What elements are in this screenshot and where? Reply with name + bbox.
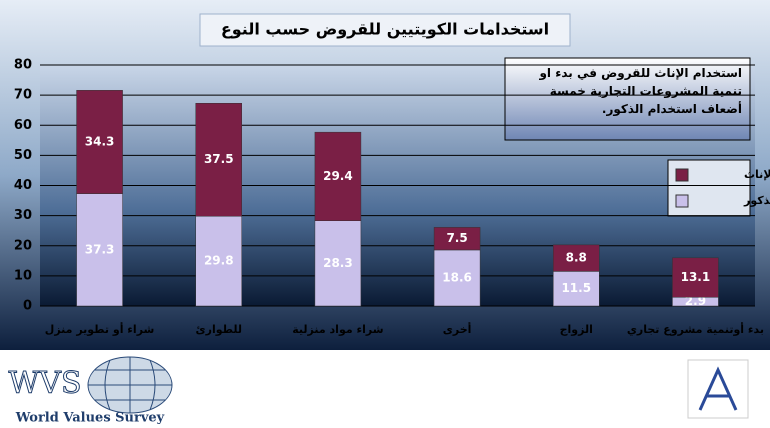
bar-segment <box>433 227 481 251</box>
value-label: 37.5 <box>204 152 234 166</box>
x-tick-label: الزواج <box>560 323 593 337</box>
value-label: 2.9 <box>685 294 706 308</box>
value-label: 29.8 <box>204 254 234 268</box>
value-label: 34.3 <box>85 134 115 148</box>
y-tick-label: 70 <box>14 88 32 103</box>
bar-segment <box>553 271 600 307</box>
bar-segment <box>76 193 123 307</box>
legend-box <box>667 159 751 217</box>
legend-swatch <box>675 194 689 208</box>
logo: WVS World Values Survey <box>8 356 749 426</box>
logo-name: World Values Survey <box>15 411 165 426</box>
logo-acronym: WVS <box>8 366 81 401</box>
y-tick-label: 40 <box>14 178 32 193</box>
value-label: 29.4 <box>323 169 353 183</box>
y-tick-label: 0 <box>23 299 32 314</box>
annotation-wrap: استخدام الإناث للقروض في بدء او تنمية ال… <box>539 66 742 116</box>
legend-label: الإناث <box>744 168 770 181</box>
x-tick-label: بدء أوتنمية مشروع تجاري <box>627 322 764 336</box>
bar-segment <box>195 103 242 217</box>
bar-segment <box>553 244 600 272</box>
y-tick-label: 60 <box>14 118 32 133</box>
title-box <box>199 13 571 47</box>
annotation: استخدام الإناث للقروض في بدء او تنمية ال… <box>539 66 742 116</box>
bar-segment <box>672 257 719 298</box>
bar-segment <box>76 90 123 194</box>
x-tick-label: للطوارئ <box>196 323 242 336</box>
x-tick-label: أخرى <box>443 322 472 336</box>
bar-segment <box>433 249 481 307</box>
value-label: 18.6 <box>442 270 472 284</box>
legend-swatch <box>675 168 689 182</box>
value-label: 8.8 <box>566 251 587 265</box>
bar-segment <box>314 131 362 221</box>
annotation-box <box>504 57 751 141</box>
value-label: 28.3 <box>323 256 353 270</box>
globe-lines <box>88 357 172 413</box>
y-tick-label: 50 <box>14 148 32 163</box>
value-label: 11.5 <box>561 281 591 295</box>
y-tick-label: 10 <box>14 268 32 283</box>
y-tick-label: 20 <box>14 238 32 253</box>
value-label: 37.3 <box>85 242 115 256</box>
x-tick-label: شراء مواد منزلية <box>292 323 383 336</box>
value-label: 7.5 <box>446 231 467 245</box>
bar-segment <box>195 215 242 307</box>
center-logo-mark <box>698 366 738 411</box>
legend-label: الذكور <box>743 194 770 207</box>
y-tick-label: 30 <box>14 208 32 223</box>
value-label: 13.1 <box>681 270 711 284</box>
chart-title: استخدامات الكويتيين للقروض حسب النوع <box>221 20 549 39</box>
x-tick-label: شراء أو تطوير منزل <box>45 322 155 336</box>
y-tick-label: 80 <box>14 58 32 73</box>
